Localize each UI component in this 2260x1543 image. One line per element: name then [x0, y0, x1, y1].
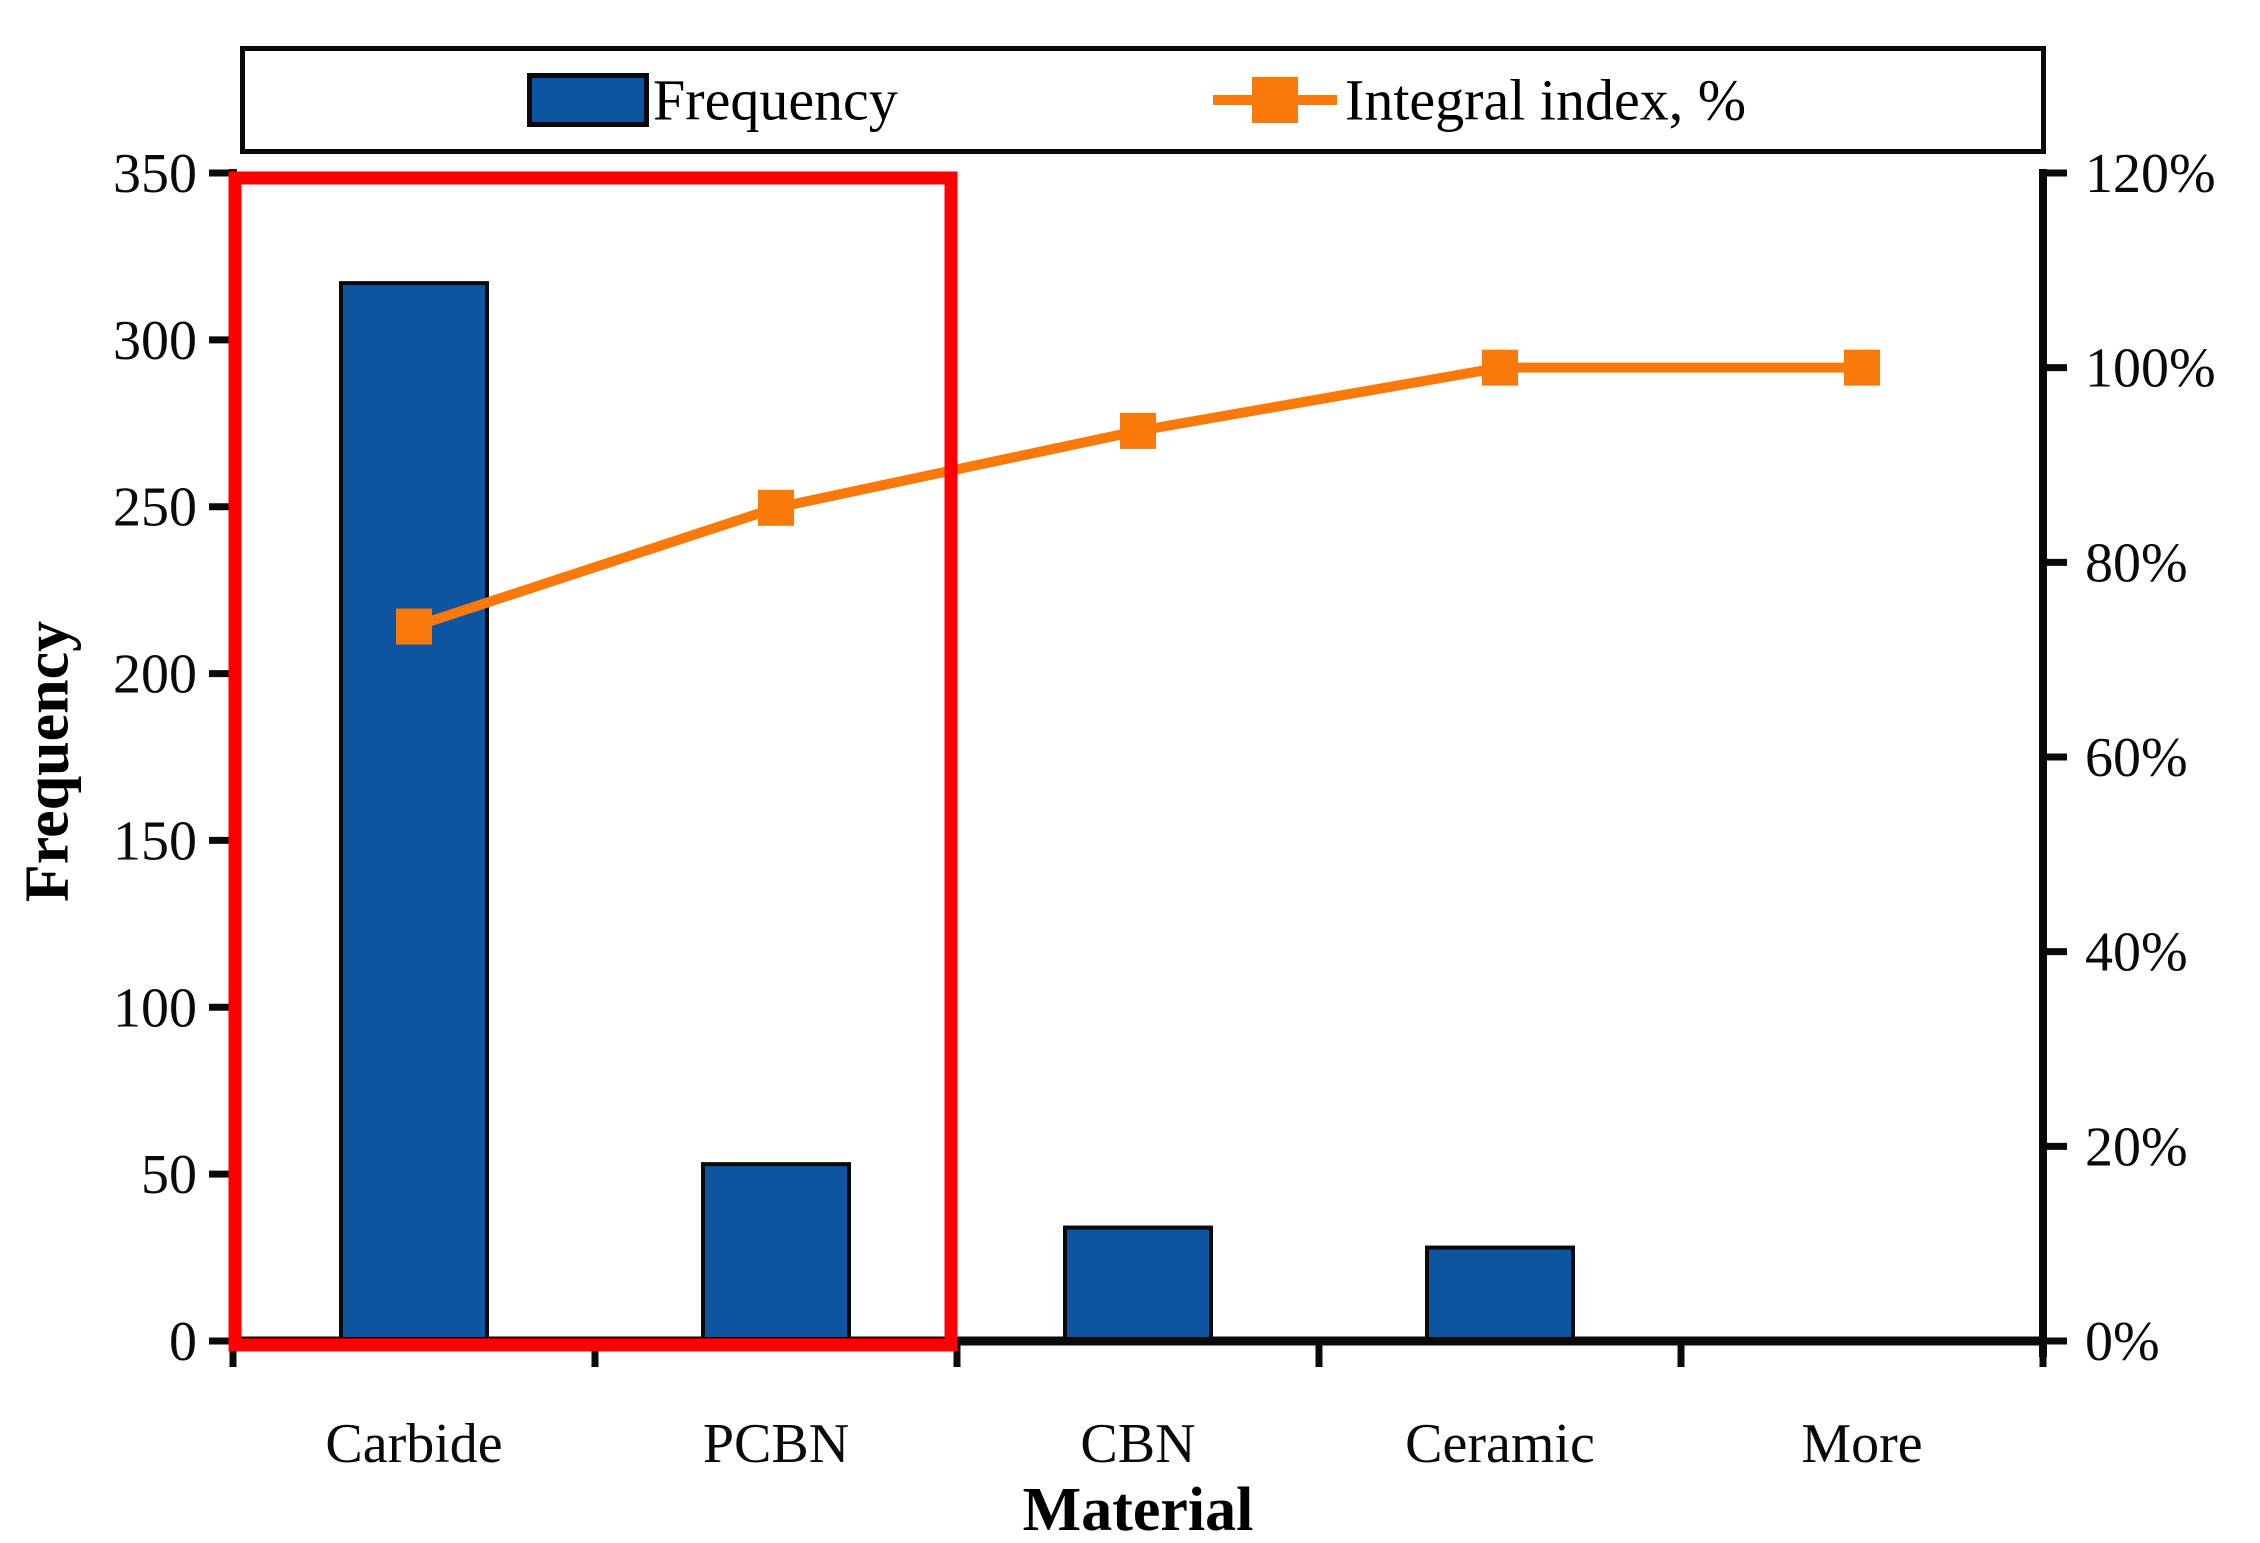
x-category-label: More — [1801, 1413, 1922, 1475]
left-axis-tick-label: 150 — [113, 810, 197, 872]
bar-cbn — [1063, 1225, 1213, 1341]
cumulative-marker-cbn — [1120, 412, 1156, 449]
bar-pcbn — [701, 1162, 851, 1342]
x-category-label: Ceramic — [1405, 1413, 1595, 1475]
bar-ceramic — [1425, 1245, 1575, 1342]
right-axis-tick-label: 0% — [2085, 1311, 2160, 1373]
left-axis-tick-label: 300 — [113, 310, 197, 372]
frequency-legend-label: Frequency — [653, 67, 898, 133]
legend-square-marker-icon — [1252, 77, 1298, 123]
right-axis-tick-label: 80% — [2085, 532, 2188, 594]
cumulative-marker-more — [1844, 349, 1880, 386]
frequency-legend-swatch-icon — [527, 73, 649, 127]
left-axis-tick-label: 250 — [113, 477, 197, 539]
left-axis-tick-label: 200 — [113, 644, 197, 706]
bar-carbide — [339, 281, 489, 1341]
cumulative-marker-carbide — [396, 608, 432, 645]
right-axis-tick-label: 40% — [2085, 922, 2188, 984]
x-category-label: PCBN — [703, 1413, 849, 1475]
right-axis-tick-label: 60% — [2085, 727, 2188, 789]
integral-index-legend-marker-icon — [1213, 77, 1337, 123]
cumulative-marker-ceramic — [1482, 349, 1518, 386]
left-axis-tick-label: 50 — [141, 1144, 197, 1206]
right-axis-tick-label: 120% — [2085, 143, 2216, 205]
x-category-label: CBN — [1080, 1413, 1195, 1475]
left-axis-tick-label: 0 — [169, 1311, 197, 1373]
x-category-label: Carbide — [325, 1413, 502, 1475]
left-axis-tick-label: 350 — [113, 143, 197, 205]
legend: Frequency Integral index, % — [240, 46, 2046, 154]
right-axis-tick-label: 20% — [2085, 1116, 2188, 1178]
left-axis-tick-label: 100 — [113, 977, 197, 1039]
integral-index-legend-label: Integral index, % — [1345, 67, 1747, 133]
bottom-axis-title: Material — [1022, 1476, 1254, 1543]
red-highlight-box — [228, 171, 958, 1352]
left-axis-title: Frequency — [13, 620, 82, 903]
cumulative-marker-pcbn — [758, 489, 794, 526]
cumulative-line — [412, 362, 1862, 632]
right-axis-tick-label: 100% — [2085, 338, 2216, 400]
